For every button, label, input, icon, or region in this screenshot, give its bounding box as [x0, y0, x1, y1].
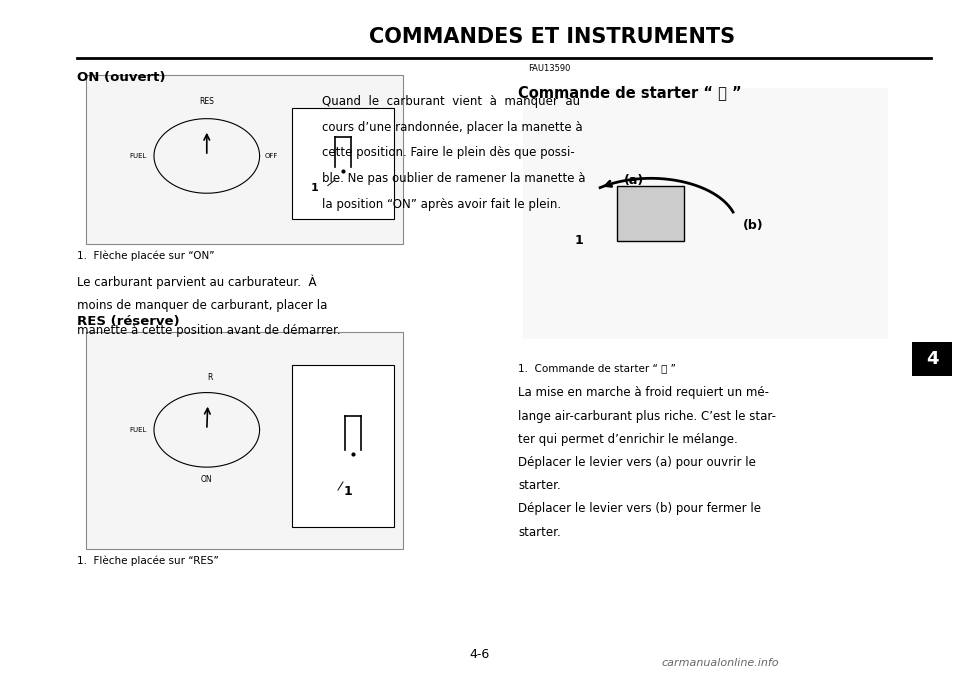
Text: cours d’une randonnée, placer la manette à: cours d’une randonnée, placer la manette… — [322, 121, 582, 134]
Text: lange air-carburant plus riche. C’est le star-: lange air-carburant plus riche. C’est le… — [518, 410, 777, 422]
Text: 1.  Flèche placée sur “ON”: 1. Flèche placée sur “ON” — [77, 251, 214, 261]
Bar — [912, 342, 952, 376]
Text: ON (ouvert): ON (ouvert) — [77, 71, 165, 84]
Text: starter.: starter. — [518, 479, 562, 492]
Text: FAU13590: FAU13590 — [528, 64, 570, 73]
Text: la position “ON” après avoir fait le plein.: la position “ON” après avoir fait le ple… — [322, 198, 561, 211]
Text: Déplacer le levier vers (a) pour ouvrir le: Déplacer le levier vers (a) pour ouvrir … — [518, 456, 756, 469]
Text: 1.  Flèche placée sur “RES”: 1. Flèche placée sur “RES” — [77, 556, 219, 566]
Text: 1: 1 — [311, 183, 319, 193]
Text: moins de manquer de carburant, placer la: moins de manquer de carburant, placer la — [77, 299, 327, 312]
Bar — [617, 186, 684, 241]
FancyBboxPatch shape — [523, 88, 888, 339]
Text: Commande de starter “ ｎ ”: Commande de starter “ ｎ ” — [518, 85, 742, 100]
FancyBboxPatch shape — [86, 332, 403, 549]
Text: FUEL: FUEL — [129, 427, 146, 433]
Text: (a): (a) — [624, 174, 644, 187]
Text: manette à cette position avant de démarrer.: manette à cette position avant de démarr… — [77, 323, 341, 336]
Text: cette position. Faire le plein dès que possi-: cette position. Faire le plein dès que p… — [322, 146, 574, 159]
Text: R: R — [207, 374, 212, 382]
Bar — [292, 365, 394, 527]
Text: 1: 1 — [344, 485, 352, 498]
Text: 4: 4 — [925, 351, 939, 368]
Text: Quand  le  carburant  vient  à  manquer  au: Quand le carburant vient à manquer au — [322, 95, 580, 108]
Text: (b): (b) — [743, 219, 763, 232]
Text: COMMANDES ET INSTRUMENTS: COMMANDES ET INSTRUMENTS — [369, 27, 735, 47]
Text: Le carburant parvient au carburateur.  À: Le carburant parvient au carburateur. À — [77, 275, 316, 289]
Text: ter qui permet d’enrichir le mélange.: ter qui permet d’enrichir le mélange. — [518, 433, 738, 446]
FancyBboxPatch shape — [86, 75, 403, 244]
Text: RES: RES — [200, 98, 214, 106]
Text: ble. Ne pas oublier de ramener la manette à: ble. Ne pas oublier de ramener la manett… — [322, 172, 585, 185]
Text: FUEL: FUEL — [129, 153, 146, 159]
Text: OFF: OFF — [264, 153, 277, 159]
Text: 1.  Commande de starter “ ｎ ”: 1. Commande de starter “ ｎ ” — [518, 363, 676, 373]
Text: 4-6: 4-6 — [469, 648, 491, 661]
Text: carmanualonline.info: carmanualonline.info — [661, 658, 779, 668]
Text: 1: 1 — [574, 234, 584, 247]
Text: ON: ON — [201, 475, 212, 484]
Text: La mise en marche à froid requiert un mé-: La mise en marche à froid requiert un mé… — [518, 386, 769, 399]
Text: RES (réserve): RES (réserve) — [77, 315, 180, 328]
Text: starter.: starter. — [518, 525, 562, 538]
Text: Déplacer le levier vers (b) pour fermer le: Déplacer le levier vers (b) pour fermer … — [518, 502, 761, 515]
Bar — [292, 108, 394, 218]
